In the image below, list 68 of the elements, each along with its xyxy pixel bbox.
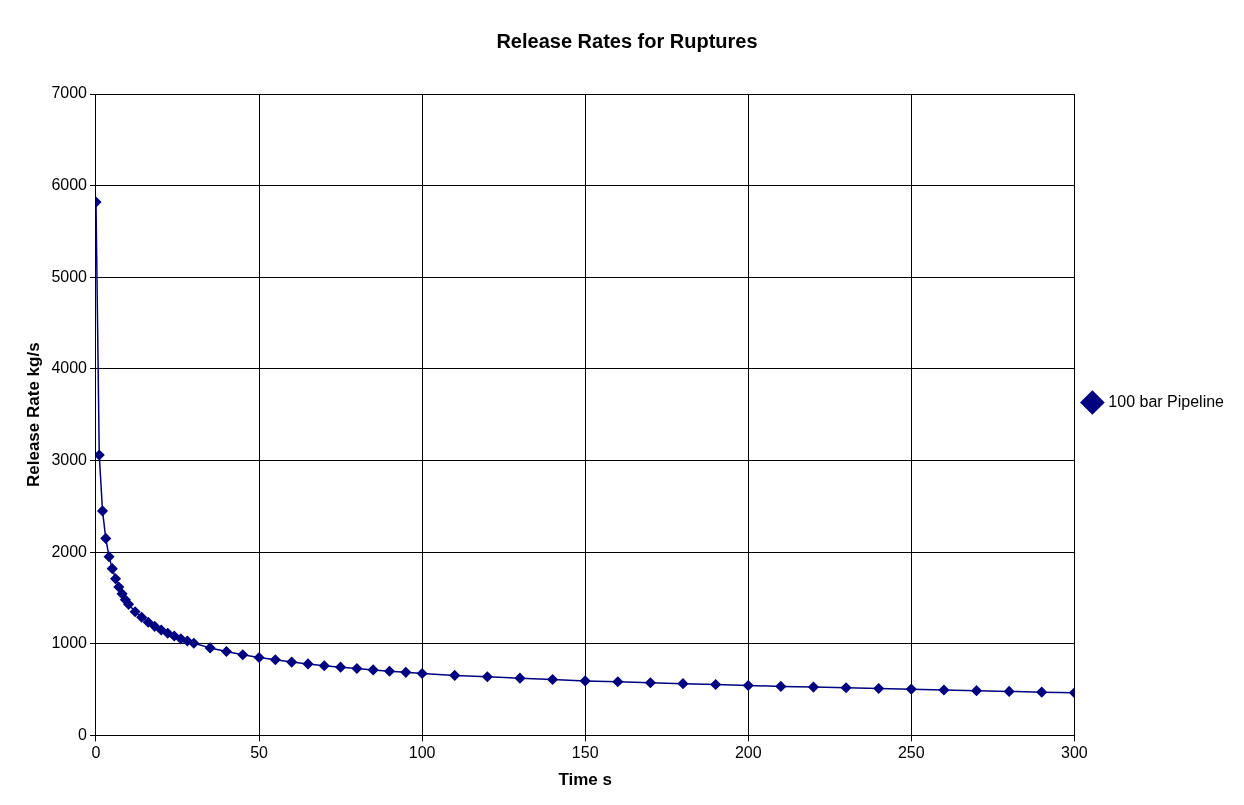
- point: [302, 658, 314, 670]
- point: [162, 627, 173, 639]
- x-tick-label: 200: [734, 744, 762, 762]
- point: [129, 606, 141, 617]
- point: [400, 667, 412, 678]
- x-axis-title: Time s: [558, 770, 612, 790]
- point: [384, 666, 395, 677]
- point: [113, 581, 125, 593]
- point: [579, 675, 591, 687]
- point: [482, 671, 493, 683]
- point: [742, 680, 754, 691]
- x-tick-label: 100: [408, 744, 436, 762]
- point: [204, 642, 216, 654]
- point: [645, 677, 656, 688]
- point: [237, 649, 248, 661]
- point: [971, 685, 982, 696]
- y-tick-label: 5000: [51, 267, 88, 285]
- y-tick-label: 4000: [51, 359, 88, 377]
- point: [938, 684, 950, 696]
- point: [110, 573, 121, 584]
- y-tick-label: 7000: [51, 84, 88, 102]
- y-tick-label: 6000: [51, 176, 88, 194]
- point: [253, 652, 265, 663]
- point: [449, 670, 460, 681]
- point: [142, 616, 154, 628]
- point: [175, 633, 187, 644]
- point: [123, 599, 134, 610]
- point: [840, 682, 852, 693]
- point: [547, 674, 558, 685]
- point: [808, 681, 819, 693]
- point: [351, 663, 363, 674]
- point: [155, 624, 167, 636]
- point: [514, 672, 526, 684]
- legend-label: 100 bar Pipeline: [1108, 392, 1225, 410]
- point: [188, 638, 200, 649]
- point: [873, 683, 884, 694]
- point: [906, 683, 917, 695]
- point: [149, 621, 160, 632]
- x-tick-label: 150: [571, 744, 599, 762]
- y-axis-title: Release Rate kg/s: [23, 342, 43, 487]
- point: [286, 656, 297, 668]
- point: [319, 660, 330, 672]
- point: [270, 654, 281, 666]
- point: [710, 679, 721, 690]
- x-tick-label: 50: [250, 744, 269, 762]
- y-tick-label: 0: [78, 725, 88, 743]
- point: [612, 676, 624, 688]
- x-tick-label: 250: [897, 744, 925, 762]
- point: [95, 449, 105, 461]
- point: [136, 611, 147, 623]
- point: [367, 664, 379, 676]
- point: [1003, 686, 1015, 697]
- point: [335, 661, 346, 673]
- chart-title: Release Rates for Ruptures: [496, 29, 758, 52]
- point: [221, 646, 232, 657]
- point: [107, 563, 118, 574]
- point: [416, 668, 428, 679]
- point: [1036, 686, 1047, 698]
- point: [97, 505, 108, 517]
- point: [100, 533, 112, 544]
- y-tick-label: 2000: [51, 542, 88, 560]
- y-tick-label: 3000: [51, 450, 88, 468]
- y-tick-label: 1000: [51, 634, 88, 652]
- x-tick-label: 0: [91, 744, 101, 762]
- point: [103, 551, 115, 562]
- x-tick-label: 300: [1061, 744, 1088, 762]
- point: [775, 681, 787, 692]
- point: [677, 678, 689, 689]
